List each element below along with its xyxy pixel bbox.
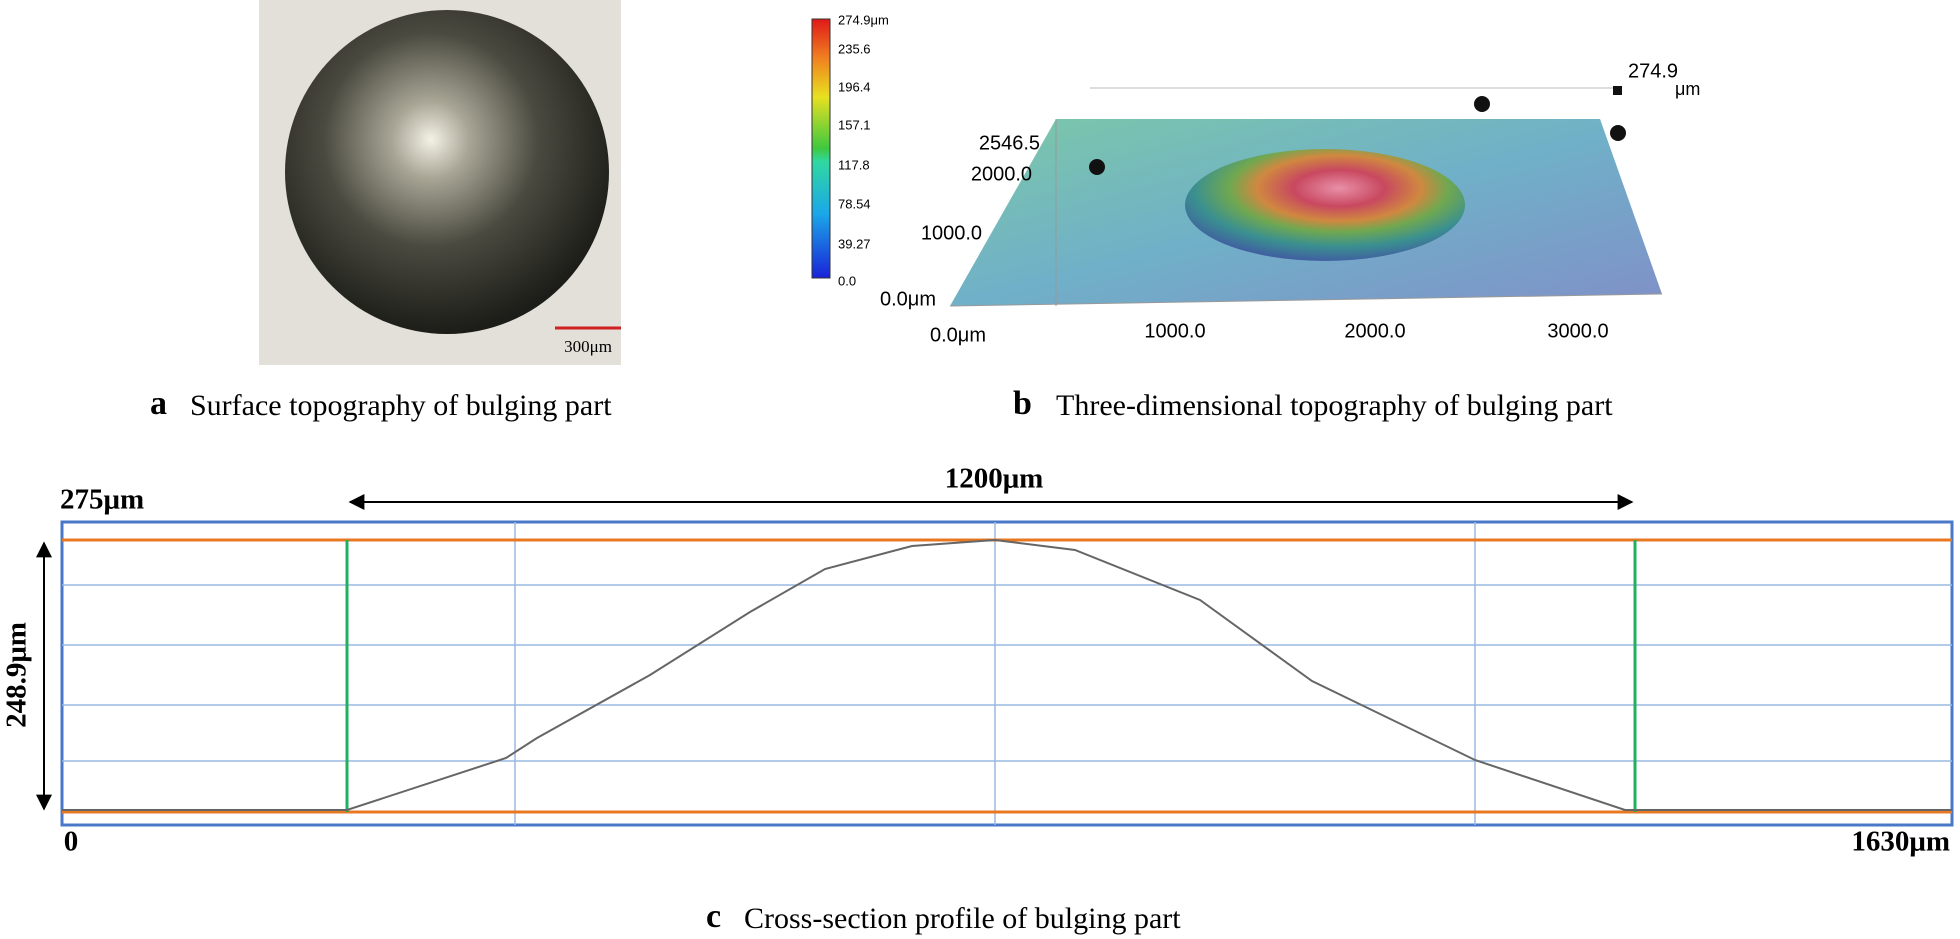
colorbar-label: 39.27 [838,236,871,251]
colorbar-label: 0.0 [838,273,856,288]
colorbar-label: 196.4 [838,79,871,94]
z-unit: μm [1675,79,1700,99]
y-label: 2000.0 [971,163,1032,185]
panel-letter: c [706,898,721,935]
caption: Cross-section profile of bulging part [744,902,1181,935]
top-label: 275μm [60,484,144,516]
height-label: 248.9μm [1,622,33,728]
x-end: 1630μm [1851,826,1950,858]
caption: Surface topography of bulging part [190,389,612,422]
x-label: 2000.0 [1344,320,1405,342]
x-start: 0 [64,826,79,858]
x-label: 3000.0 [1547,320,1608,342]
profile-curve [62,538,1952,811]
panel-letter: b [1013,385,1032,422]
colorbar-label: 78.54 [838,196,871,211]
colorbar-label: 235.6 [838,41,871,56]
marker [1613,86,1622,95]
y-label: 2546.5 [979,132,1040,154]
panel-letter: a [150,385,167,422]
marker [1610,125,1626,141]
y-label: 0.0μm [880,288,936,310]
caption: Three-dimensional topography of bulging … [1056,389,1613,422]
y-label: 1000.0 [921,222,982,244]
width-label: 1200μm [945,463,1044,495]
colorbar-label: 117.8 [838,157,870,172]
colorbar-label: 157.1 [838,117,871,132]
z-max: 274.9 [1628,60,1678,82]
dome [1185,149,1465,261]
bulge-photo [285,10,609,334]
scale-label: 300μm [564,337,612,356]
marker [1089,159,1105,175]
x-label: 1000.0 [1144,320,1205,342]
axis [949,293,1663,307]
x-label: 0.0μm [930,324,986,346]
colorbar [811,18,831,279]
marker [1474,96,1490,112]
colorbar-label: 274.9μm [838,12,889,27]
grid [62,522,1952,825]
profile-frame [60,520,1954,827]
